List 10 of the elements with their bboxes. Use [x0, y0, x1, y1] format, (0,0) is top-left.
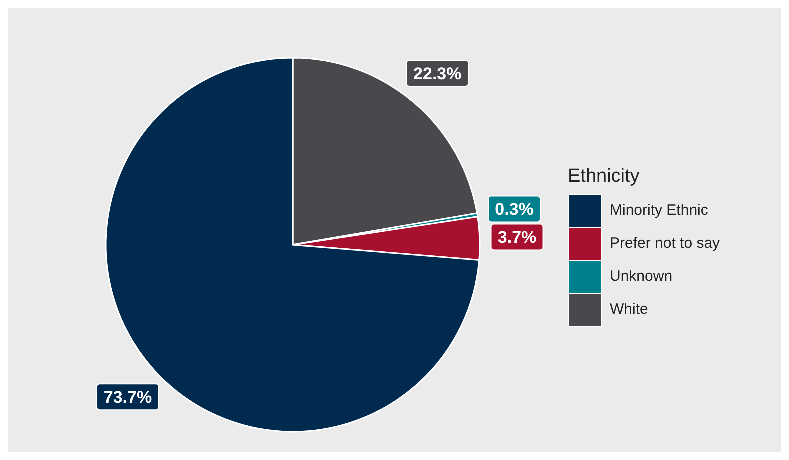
legend-label: White [610, 301, 648, 318]
data-label: 3.7% [498, 228, 537, 248]
legend-label: Unknown [610, 268, 673, 285]
legend-label: Minority Ethnic [610, 202, 708, 219]
legend-label: Prefer not to say [610, 235, 720, 252]
data-label: 0.3% [495, 200, 534, 220]
pie-slice [105, 57, 480, 432]
legend-title: Ethnicity [568, 166, 641, 188]
data-label: 73.7% [104, 388, 152, 408]
data-label: 22.3% [414, 64, 462, 84]
